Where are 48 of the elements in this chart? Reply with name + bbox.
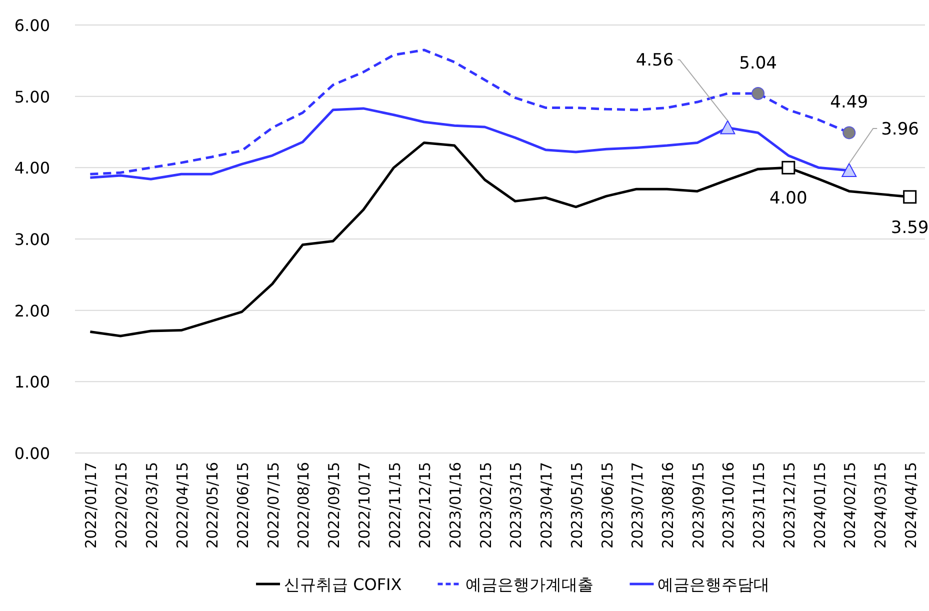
data-label: 4.56	[636, 50, 674, 71]
y-tick-label: 5.00	[14, 87, 50, 106]
x-tick-label: 2024/04/15	[902, 462, 920, 548]
x-tick-label: 2022/12/15	[416, 462, 434, 548]
y-tick-label: 2.00	[14, 301, 50, 320]
x-tick-label: 2024/02/15	[841, 462, 860, 548]
y-tick-label: 3.00	[14, 230, 50, 249]
point	[842, 126, 856, 140]
x-tick-label: 2022/07/15	[264, 462, 282, 548]
data-label: 4.00	[769, 188, 808, 209]
x-tick-label: 2023/04/17	[538, 462, 556, 548]
x-tick-label: 2023/05/15	[568, 462, 586, 548]
x-tick-label: 2022/01/17	[82, 462, 100, 548]
x-tick-label: 2022/10/17	[355, 462, 374, 548]
x-tick-label: 2023/08/16	[658, 462, 677, 548]
x-tick-label: 2023/12/15	[780, 462, 798, 548]
data-label: 5.04	[739, 53, 777, 74]
x-tick-label: 2022/03/15	[142, 462, 161, 548]
x-tick-label: 2022/09/15	[325, 462, 344, 548]
x-tick-label: 2023/02/15	[476, 462, 495, 548]
x-tick-label: 2023/01/16	[446, 462, 464, 548]
data-label: 3.96	[881, 120, 919, 140]
legend-label: 신규취급 COFIX	[284, 575, 402, 594]
x-tick-label: 2022/11/15	[386, 462, 404, 548]
point	[903, 190, 917, 204]
data-label: 3.59	[890, 218, 929, 238]
x-tick-label: 2023/03/15	[507, 462, 526, 548]
x-tick-label: 2022/02/15	[112, 462, 131, 548]
x-tick-label: 2023/07/17	[628, 462, 647, 548]
point	[782, 160, 796, 174]
x-tick-label: 2023/06/15	[598, 462, 616, 548]
y-tick-label: 4.00	[14, 158, 50, 178]
legend-label: 예금은행주담대	[658, 575, 770, 594]
x-tick-label: 2022/06/15	[234, 462, 252, 548]
legend-label: 예금은행가계대출	[466, 575, 594, 594]
x-tick-label: 2022/05/16	[204, 462, 222, 548]
x-tick-label: 2023/10/16	[720, 462, 738, 548]
y-tick-label: 6.00	[14, 16, 50, 35]
x-tick-label: 2023/09/15	[689, 462, 708, 548]
point	[752, 86, 765, 100]
x-tick-label: 2024/01/15	[810, 462, 829, 548]
x-tick-label: 2022/08/16	[294, 462, 313, 548]
x-tick-label: 2022/04/15	[173, 462, 192, 548]
y-tick-label: 0.00	[14, 444, 50, 463]
x-tick-label: 2024/03/15	[871, 462, 890, 548]
y-tick-label: 1.00	[14, 372, 50, 392]
data-label: 4.49	[830, 92, 868, 113]
x-tick-label: 2023/11/15	[750, 462, 768, 548]
